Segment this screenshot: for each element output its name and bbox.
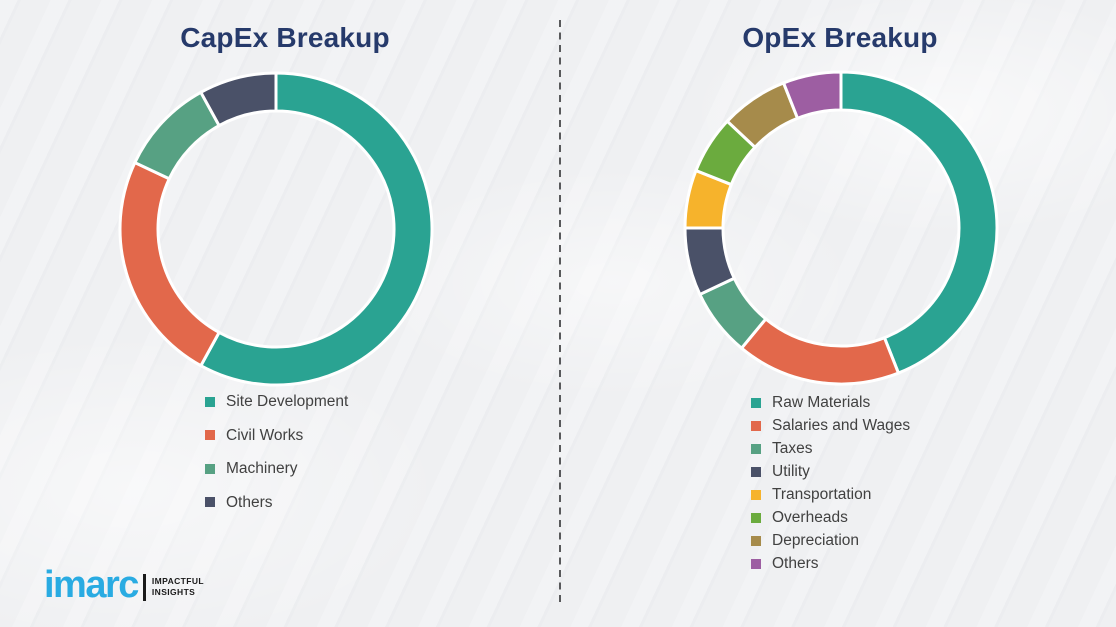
legend-item-civil-works: Civil Works xyxy=(205,425,348,446)
opex-donut-chart xyxy=(683,70,999,386)
capex-legend: Site Development Civil Works Machinery Othe… xyxy=(205,391,348,525)
legend-item-transportation: Transportation xyxy=(751,484,910,505)
legend-swatch xyxy=(751,535,761,546)
legend-swatch xyxy=(751,512,761,523)
legend-label: Civil Works xyxy=(226,426,304,444)
legend-label: Site Development xyxy=(226,393,349,410)
logo-tagline-line1: IMPACTFUL xyxy=(151,575,204,586)
legend-item-overheads: Overheads xyxy=(751,507,910,528)
legend-swatch xyxy=(205,463,215,474)
imarc-logo-wordmark: imarc xyxy=(44,564,139,606)
legend-item-site-development: Site Development xyxy=(205,391,348,412)
legend-label: Depreciation xyxy=(772,532,860,549)
legend-item-taxes: Taxes xyxy=(751,438,910,459)
legend-swatch xyxy=(751,443,761,454)
legend-item-salaries-and-wages: Salaries and Wages xyxy=(751,415,910,436)
legend-swatch xyxy=(205,430,215,440)
legend-label: Taxes xyxy=(772,440,813,457)
legend-label: Transportation xyxy=(772,486,872,503)
capex-donut-chart xyxy=(118,71,434,387)
imarc-logo: imarc IMPACTFUL INSIGHTS xyxy=(44,566,204,604)
legend-item-raw-materials: Raw Materials xyxy=(751,392,910,413)
legend-swatch xyxy=(751,466,761,477)
legend-label: Salaries and Wages xyxy=(772,417,911,434)
legend-swatch xyxy=(751,397,761,408)
civil-works-slice xyxy=(118,160,222,368)
legend-swatch xyxy=(751,558,761,569)
legend-item-depreciation: Depreciation xyxy=(751,530,910,551)
legend-swatch xyxy=(751,489,761,500)
legend-label: Machinery xyxy=(226,460,298,477)
logo-tagline-line2: INSIGHTS xyxy=(151,587,196,597)
legend-item-utility: Utility xyxy=(751,461,910,482)
opex-legend: Raw Materials Salaries and Wages Taxes Util… xyxy=(751,392,910,576)
legend-label: Overheads xyxy=(772,509,848,526)
logo-tagline: IMPACTFUL INSIGHTS xyxy=(152,576,204,598)
salaries-and-wages-slice xyxy=(739,316,901,386)
legend-swatch xyxy=(205,396,215,407)
legend-label: Others xyxy=(772,555,819,572)
others-slice xyxy=(781,70,843,121)
opex-chart-title: OpEx Breakup xyxy=(742,22,938,53)
legend-label: Others xyxy=(226,493,273,511)
legend-item-others: Others xyxy=(205,492,348,513)
raw-materials-slice xyxy=(839,70,999,375)
site-development-slice xyxy=(198,71,434,387)
legend-label: Raw Materials xyxy=(772,394,871,411)
logo-divider-bar xyxy=(142,573,146,601)
legend-item-machinery: Machinery xyxy=(205,458,348,479)
legend-swatch xyxy=(751,420,761,431)
capex-chart-title: CapEx Breakup xyxy=(180,22,390,53)
divider-dashed-line xyxy=(559,20,561,606)
legend-swatch xyxy=(205,497,215,507)
legend-item-others: Others xyxy=(751,553,910,574)
legend-label: Utility xyxy=(772,463,810,480)
others-slice xyxy=(198,71,278,128)
